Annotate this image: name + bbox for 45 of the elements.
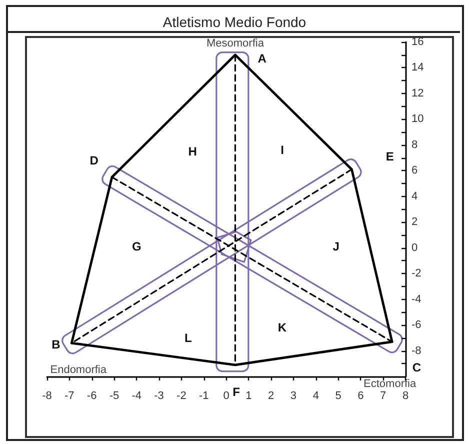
- y-tick-label: 8: [412, 138, 418, 151]
- x-tick-label: 2: [268, 390, 274, 402]
- annotation: L: [184, 330, 192, 345]
- x-tick-label: -2: [176, 390, 186, 402]
- x-tick-label: 3: [290, 390, 297, 402]
- annotation: H: [188, 144, 197, 158]
- x-tick-label: -8: [42, 390, 52, 402]
- x-tick-label: -3: [154, 390, 164, 402]
- y-tick-label: -6: [412, 319, 422, 332]
- x-tick-label: 8: [402, 390, 409, 402]
- chart-title: Atletismo Medio Fondo: [162, 14, 306, 30]
- y-tick-label: 12: [412, 87, 424, 100]
- x-tick-label: 4: [312, 390, 319, 402]
- x-tick-label: -6: [86, 390, 97, 402]
- annotation: Mesomorfia: [206, 37, 265, 50]
- annotation: G: [132, 240, 142, 254]
- x-tick-label: 5: [335, 390, 342, 402]
- x-tick-label: 6: [358, 390, 364, 402]
- x-tick-label: -7: [64, 390, 74, 402]
- y-tick-label: 14: [412, 62, 424, 74]
- x-tick-label: 1: [246, 390, 252, 402]
- y-tick-label: -8: [412, 344, 422, 357]
- y-tick-label: 2: [412, 216, 418, 228]
- x-tick-label: 7: [380, 390, 386, 402]
- annotation: E: [386, 150, 394, 164]
- text: F: [232, 384, 240, 399]
- y-tick-label: 4: [412, 190, 418, 202]
- x-tick-label: -1: [198, 390, 209, 402]
- annotation: B: [52, 337, 61, 352]
- y-tick-label: 10: [412, 113, 424, 126]
- annotation: D: [90, 153, 99, 168]
- y-tick-label: 0: [412, 242, 418, 254]
- x-tick-label: -4: [132, 390, 142, 402]
- y-tick-label: -2: [412, 268, 422, 280]
- text: Ectomorfia: [364, 378, 417, 390]
- y-tick-label: 6: [412, 164, 418, 177]
- annotation: K: [278, 320, 287, 335]
- annotation: A: [258, 52, 267, 66]
- annotation: Endomorfia: [50, 364, 108, 376]
- annotation: I: [280, 143, 284, 158]
- x-tick-label: -5: [109, 390, 120, 402]
- text: C: [412, 360, 422, 374]
- y-tick-label: -4: [412, 293, 422, 306]
- x-tick-label: 0: [223, 390, 230, 402]
- annotation: J: [332, 240, 340, 254]
